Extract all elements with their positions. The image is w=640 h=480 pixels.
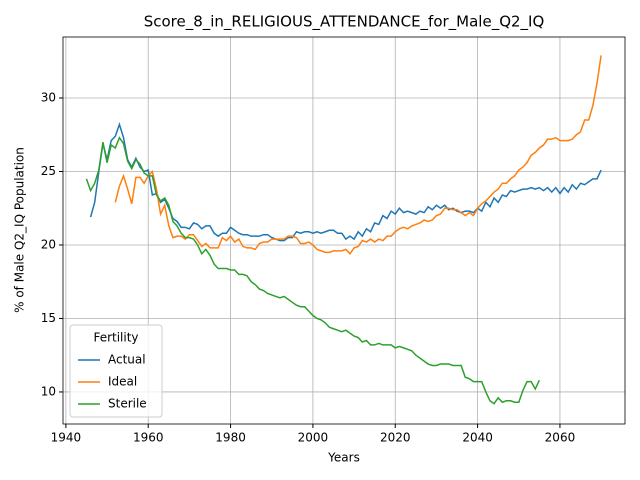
- x-tick-label: 1960: [133, 431, 164, 445]
- x-tick-label: 2060: [545, 431, 576, 445]
- y-axis-label: % of Male Q2_IQ Population: [13, 147, 27, 313]
- y-tick-label: 10: [41, 384, 56, 398]
- x-tick-label: 1940: [51, 431, 82, 445]
- x-tick-label: 2040: [462, 431, 493, 445]
- legend-label: Sterile: [108, 397, 147, 411]
- x-tick-label: 2000: [298, 431, 329, 445]
- y-tick-label: 15: [41, 311, 56, 325]
- legend-label: Actual: [108, 353, 146, 367]
- legend-label: Ideal: [108, 375, 137, 389]
- x-tick-label: 2020: [380, 431, 411, 445]
- y-tick-label: 20: [41, 237, 56, 251]
- legend-title: Fertility: [93, 331, 138, 345]
- line: [85, 136, 541, 405]
- chart-title: Score_8_in_RELIGIOUS_ATTENDANCE_for_Male…: [144, 13, 545, 32]
- y-tick-label: 25: [41, 164, 56, 178]
- x-tick-label: 1980: [215, 431, 246, 445]
- legend-box: [69, 324, 163, 418]
- line: [89, 122, 602, 242]
- y-tick-label: 30: [41, 90, 56, 104]
- line: [114, 55, 602, 255]
- plot-frame: [62, 36, 626, 425]
- x-axis-label: Years: [327, 451, 360, 465]
